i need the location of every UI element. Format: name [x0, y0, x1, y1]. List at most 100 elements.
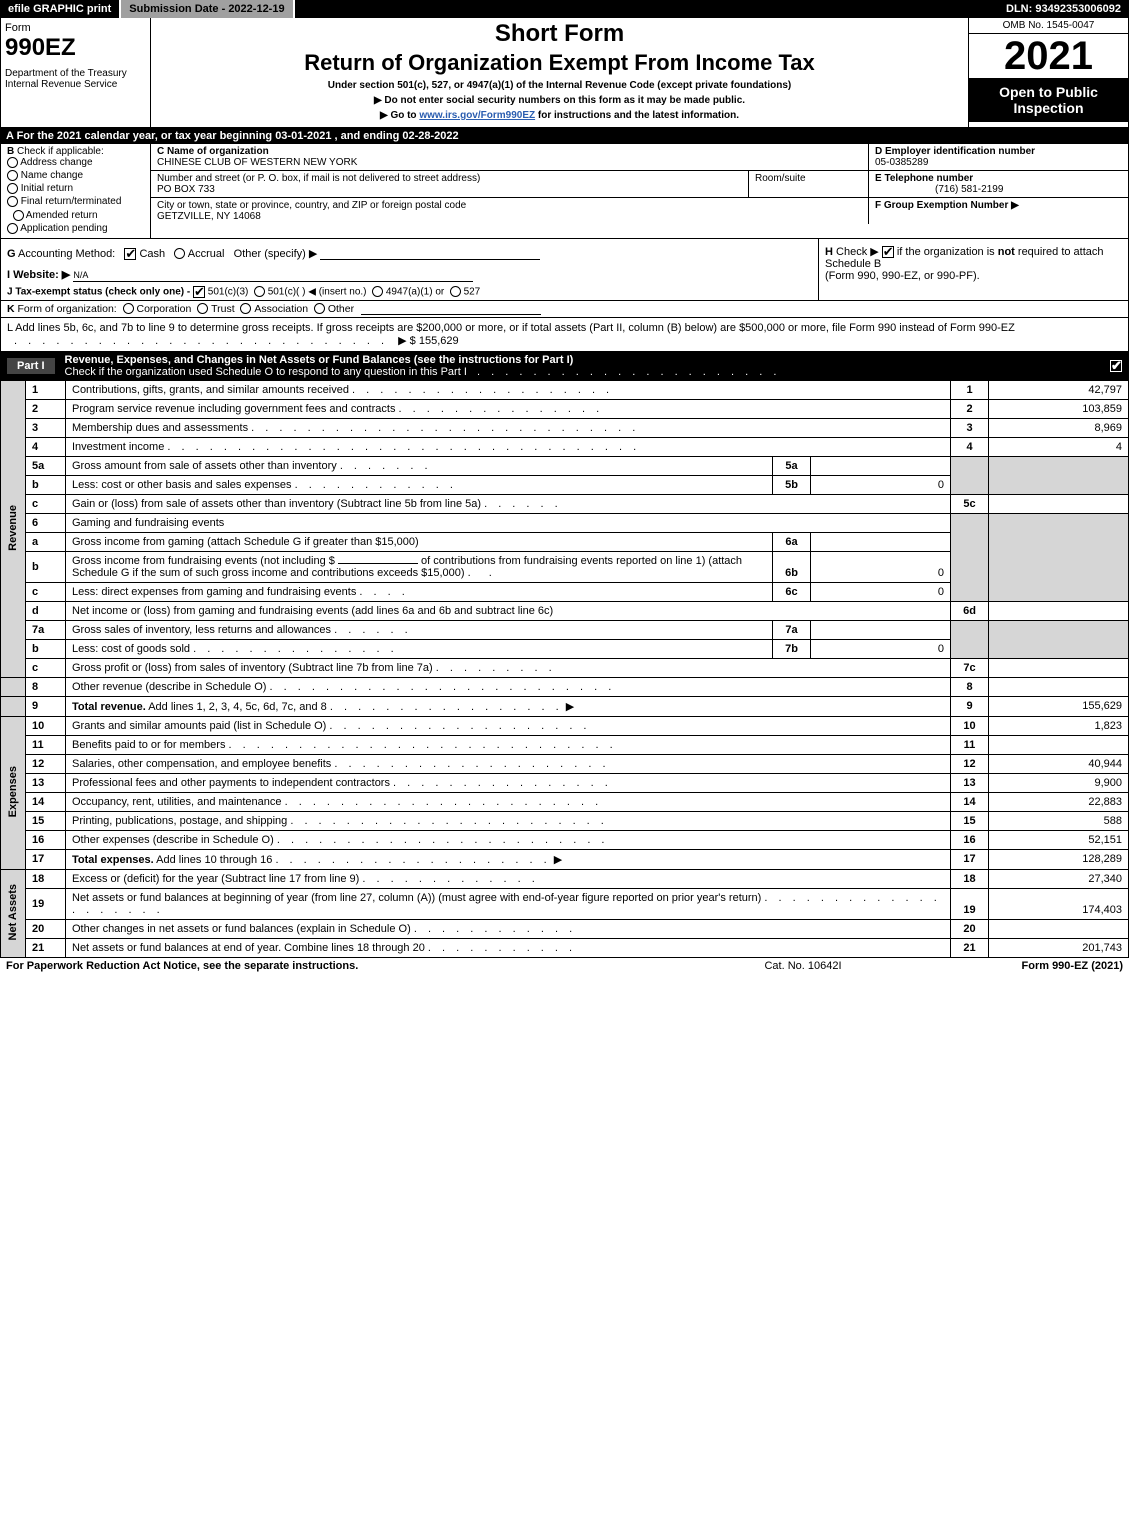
row-l-amount: ▶ $ 155,629	[398, 335, 458, 347]
line-12: 12Salaries, other compensation, and empl…	[1, 754, 1129, 773]
line-9: 9Total revenue. Add lines 1, 2, 3, 4, 5c…	[1, 696, 1129, 716]
short-form-title: Short Form	[155, 20, 964, 48]
line-17: 17Total expenses. Add lines 10 through 1…	[1, 849, 1129, 869]
line-20: 20Other changes in net assets or fund ba…	[1, 919, 1129, 938]
cash-label: Cash	[139, 248, 165, 260]
row-l-text: L Add lines 5b, 6c, and 7b to line 9 to …	[7, 322, 1015, 334]
line-19: 19Net assets or fund balances at beginni…	[1, 888, 1129, 919]
subtitle-goto: ▶ Go to www.irs.gov/Form990EZ for instru…	[155, 110, 964, 121]
topbar-spacer	[295, 0, 998, 18]
header-right: OMB No. 1545-0047 2021 Open to Public In…	[968, 18, 1128, 127]
ein-value: 05-0385289	[875, 157, 928, 168]
org-name-label: C Name of organization	[157, 146, 269, 157]
chk-schedule-o-part1[interactable]	[1110, 360, 1122, 372]
row-k-form-of-org: K Form of organization: Corporation Trus…	[0, 301, 1129, 318]
chk-4947[interactable]	[372, 286, 383, 297]
columns-c-through-f: C Name of organization CHINESE CLUB OF W…	[151, 144, 1128, 238]
chk-final-return[interactable]: Final return/terminated	[7, 196, 144, 207]
column-b-checkboxes: B Check if applicable: Address change Na…	[1, 144, 151, 238]
expenses-label: Expenses	[7, 766, 19, 817]
line-8: 8Other revenue (describe in Schedule O) …	[1, 677, 1129, 696]
chk-501c3[interactable]	[193, 286, 205, 298]
chk-501c[interactable]	[254, 286, 265, 297]
line-21: 21Net assets or fund balances at end of …	[1, 938, 1129, 957]
chk-amended-return[interactable]: Amended return	[7, 210, 144, 221]
line-a-calendar-year: A For the 2021 calendar year, or tax yea…	[0, 128, 1129, 144]
chk-schedule-b-not-required[interactable]	[882, 246, 894, 258]
irs-link[interactable]: www.irs.gov/Form990EZ	[419, 110, 535, 121]
chk-application-pending[interactable]: Application pending	[7, 223, 144, 234]
line-10: Expenses 10Grants and similar amounts pa…	[1, 716, 1129, 735]
other-org-field[interactable]	[361, 303, 541, 315]
col-b-key: B	[7, 146, 14, 157]
top-bar: efile GRAPHIC print Submission Date - 20…	[0, 0, 1129, 18]
form-word: Form	[5, 22, 146, 34]
form-number: 990EZ	[5, 34, 146, 62]
h-key: H	[825, 246, 833, 258]
gh-left-column: G Accounting Method: Cash Accrual Other …	[1, 239, 818, 300]
ein-label: D Employer identification number	[875, 146, 1035, 157]
line-16: 16Other expenses (describe in Schedule O…	[1, 830, 1129, 849]
part-1-title-area: Revenue, Expenses, and Changes in Net As…	[65, 354, 781, 378]
chk-accrual[interactable]	[174, 248, 185, 259]
line-18: Net Assets 18Excess or (deficit) for the…	[1, 869, 1129, 888]
omb-number: OMB No. 1545-0047	[969, 18, 1128, 34]
org-name-value: CHINESE CLUB OF WESTERN NEW YORK	[157, 157, 357, 168]
accounting-method-label: Accounting Method:	[18, 248, 115, 260]
section-b-through-f: B Check if applicable: Address change Na…	[0, 144, 1129, 239]
footer-catno: Cat. No. 10642I	[663, 960, 943, 972]
group-exemption-cell: F Group Exemption Number ▶	[868, 198, 1128, 224]
chk-trust[interactable]	[197, 303, 208, 314]
j-label: J Tax-exempt status (check only one) -	[7, 287, 193, 298]
goto-post: for instructions and the latest informat…	[535, 110, 739, 121]
website-field: N/A	[73, 269, 473, 282]
city-value: GETZVILLE, NY 14068	[157, 211, 261, 222]
chk-cash[interactable]	[124, 248, 136, 260]
street-cell: Number and street (or P. O. box, if mail…	[151, 171, 748, 197]
line-13: 13Professional fees and other payments t…	[1, 773, 1129, 792]
city-label: City or town, state or province, country…	[157, 200, 466, 211]
goto-pre: ▶ Go to	[380, 110, 419, 121]
chk-corporation[interactable]	[123, 303, 134, 314]
chk-address-change[interactable]: Address change	[7, 157, 144, 168]
g-key: G	[7, 248, 16, 260]
row-i-website: I Website: ▶ N/A	[7, 268, 812, 282]
chk-initial-return[interactable]: Initial return	[7, 183, 144, 194]
org-name-cell: C Name of organization CHINESE CLUB OF W…	[151, 144, 868, 170]
row-h-schedule-b: H Check ▶ if the organization is not req…	[818, 239, 1128, 300]
street-value: PO BOX 733	[157, 184, 215, 195]
submission-date-button[interactable]: Submission Date - 2022-12-19	[121, 0, 294, 18]
row-j-tax-exempt: J Tax-exempt status (check only one) - 5…	[7, 286, 812, 298]
form-header: Form 990EZ Department of the Treasury In…	[0, 18, 1129, 128]
other-specify-field[interactable]	[320, 247, 540, 260]
header-center: Short Form Return of Organization Exempt…	[151, 18, 968, 127]
page-footer: For Paperwork Reduction Act Notice, see …	[0, 958, 1129, 974]
part-1-subtitle: Check if the organization used Schedule …	[65, 366, 467, 378]
line-4: 4Investment income . . . . . . . . . . .…	[1, 437, 1129, 456]
street-label: Number and street (or P. O. box, if mail…	[157, 173, 480, 184]
line-1: Revenue 1Contributions, gifts, grants, a…	[1, 381, 1129, 400]
efile-print-button[interactable]: efile GRAPHIC print	[0, 0, 121, 18]
part-1-title: Revenue, Expenses, and Changes in Net As…	[65, 354, 574, 366]
city-cell: City or town, state or province, country…	[151, 198, 868, 224]
section-g-through-j: G Accounting Method: Cash Accrual Other …	[0, 239, 1129, 301]
line-6d: dNet income or (loss) from gaming and fu…	[1, 601, 1129, 620]
footer-paperwork: For Paperwork Reduction Act Notice, see …	[6, 960, 663, 972]
header-left: Form 990EZ Department of the Treasury In…	[1, 18, 151, 127]
tel-label: E Telephone number	[875, 173, 973, 184]
chk-association[interactable]	[240, 303, 251, 314]
telephone-cell: E Telephone number (716) 581-2199	[868, 171, 1128, 197]
line-11: 11Benefits paid to or for members . . . …	[1, 735, 1129, 754]
line-5c: cGain or (loss) from sale of assets othe…	[1, 494, 1129, 513]
chk-527[interactable]	[450, 286, 461, 297]
line-6: 6Gaming and fundraising events	[1, 513, 1129, 532]
chk-other-org[interactable]	[314, 303, 325, 314]
row-g-accounting: G Accounting Method: Cash Accrual Other …	[7, 247, 812, 260]
footer-formno: Form 990-EZ (2021)	[943, 960, 1123, 972]
net-assets-label: Net Assets	[7, 884, 19, 940]
website-label: I Website: ▶	[7, 269, 70, 281]
part-1-tag: Part I	[7, 358, 55, 374]
line-3: 3Membership dues and assessments . . . .…	[1, 418, 1129, 437]
subtitle-ssn: ▶ Do not enter social security numbers o…	[155, 95, 964, 106]
chk-name-change[interactable]: Name change	[7, 170, 144, 181]
